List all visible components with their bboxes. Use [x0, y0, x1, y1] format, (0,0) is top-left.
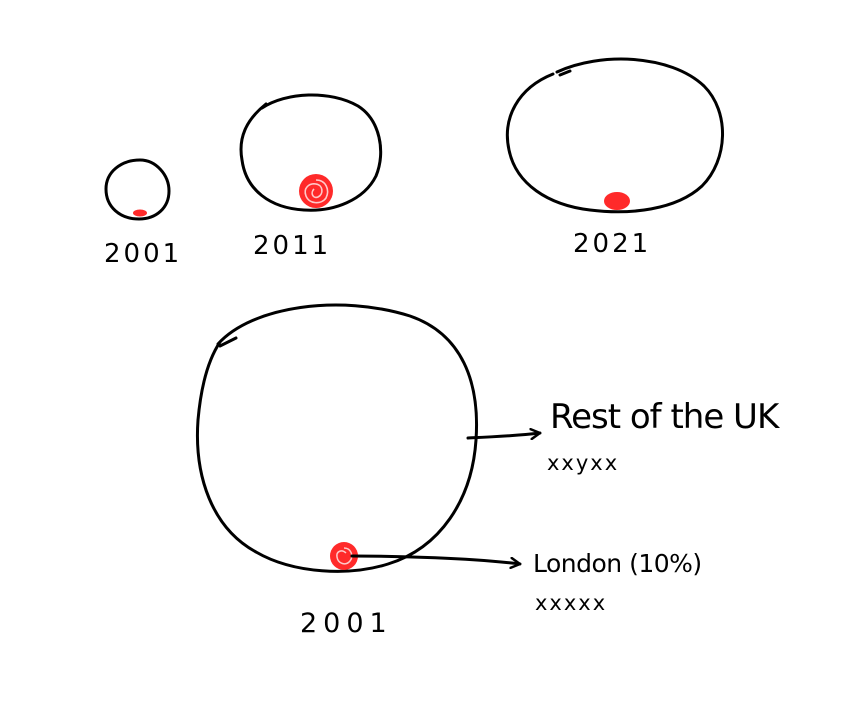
- bubble-2001-detail: Rest of the UK xxyxx London (10%) xxxxx …: [195, 303, 782, 639]
- london-dot-2011: [299, 174, 333, 208]
- uk-circle-2021: [505, 57, 724, 214]
- london-label: London (10%): [533, 549, 702, 578]
- pen-tick-2001-detail: [218, 336, 238, 348]
- london-dot-2001-small: [133, 209, 147, 217]
- bubble-2021: 2021: [505, 57, 724, 259]
- bubble-2011: 2011: [239, 93, 383, 261]
- arrow-to-rest-of-uk: [466, 433, 542, 438]
- uk-circle-2011: [239, 93, 383, 212]
- arrow-to-london: [350, 554, 522, 564]
- rest-of-uk-label: Rest of the UK: [550, 397, 781, 437]
- year-label-2021: 2021: [573, 229, 651, 259]
- london-dot-2001-detail: [330, 542, 358, 570]
- uk-circle-2001-small: [104, 158, 171, 221]
- london-value: xxxxx: [535, 591, 607, 615]
- year-label-2001-small: 2001: [104, 239, 182, 269]
- pen-tick-2021: [558, 69, 572, 77]
- rest-of-uk-value: xxyxx: [547, 451, 619, 475]
- bubble-2001-small: 2001: [104, 158, 182, 269]
- year-label-2011: 2011: [253, 231, 331, 261]
- uk-circle-2001-detail: [195, 303, 479, 573]
- year-label-2001-detail: 2001: [300, 608, 393, 639]
- london-dot-2021: [604, 192, 630, 210]
